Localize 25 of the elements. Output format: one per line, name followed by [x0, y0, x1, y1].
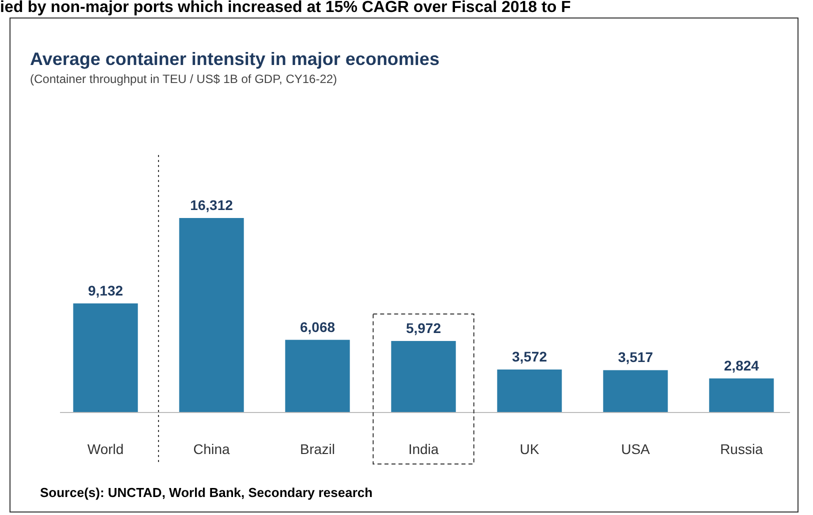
bar: [285, 340, 350, 412]
bar: [497, 370, 562, 412]
data-label: 2,824: [724, 357, 760, 374]
x-tick-label: Brazil: [300, 441, 336, 457]
bar: [73, 303, 138, 412]
x-tick-label: India: [408, 441, 439, 457]
data-label: 5,972: [406, 320, 442, 336]
data-label: 6,068: [300, 318, 336, 335]
data-label: 16,312: [190, 197, 234, 213]
data-label: 3,572: [512, 348, 548, 365]
bar: [603, 370, 668, 412]
bar: [709, 378, 774, 412]
x-tick-label: UK: [520, 441, 540, 457]
x-tick-label: World: [87, 441, 124, 457]
data-label: 3,517: [618, 349, 654, 366]
x-tick-label: Russia: [720, 441, 764, 457]
chart-subtitle: (Container throughput in TEU / US$ 1B of GDP, CY16-22): [30, 72, 338, 86]
data-label: 9,132: [88, 282, 124, 298]
bar: [391, 340, 456, 412]
x-tick-label: China: [193, 441, 230, 457]
text: ied by non-major ports which increased at 15% CAGR over Fiscal 2018 to F: [0, 0, 572, 16]
x-tick-label: USA: [621, 441, 651, 457]
bar: [179, 218, 244, 412]
source-note: Source(s): UNCTAD, World Bank, Secondary research: [40, 485, 373, 500]
chart-title: Average container intensity in major economies: [30, 49, 440, 69]
